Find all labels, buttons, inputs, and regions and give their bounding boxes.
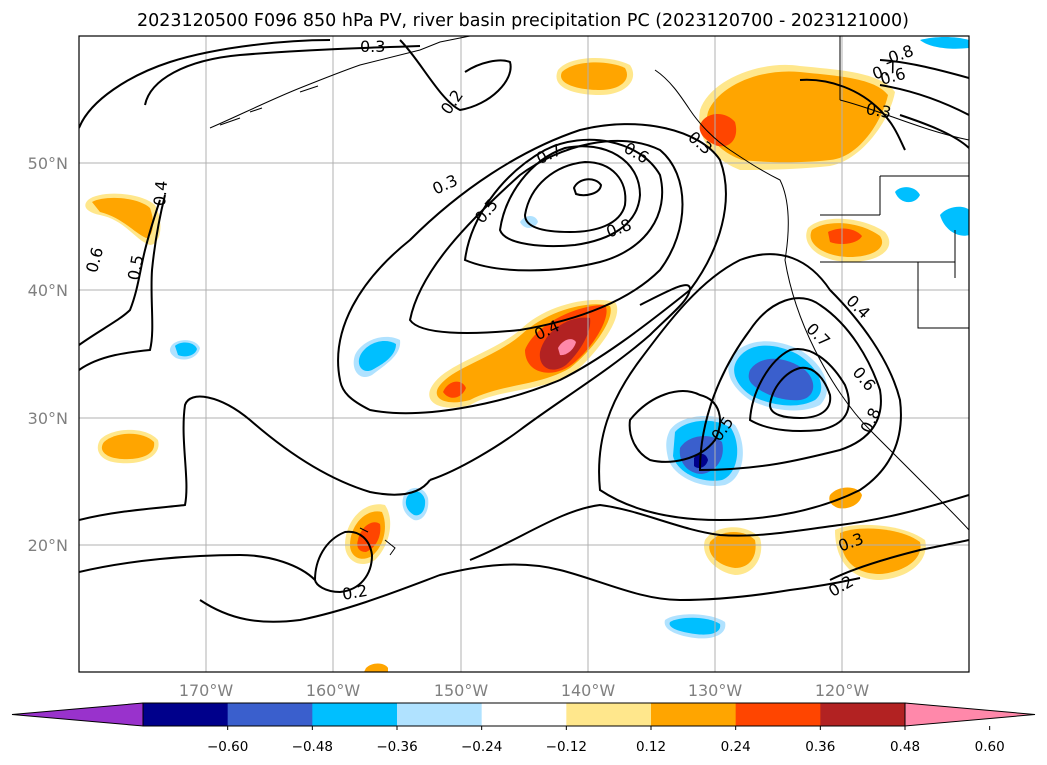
coastlines [209,36,969,556]
lat-tick-label: 20°N [28,536,68,555]
colorbar-tick-label: 0.48 [890,739,920,755]
figure-title: 2023120500 F096 850 hPa PV, river basin … [137,11,909,31]
colorbar: −0.60 −0.48 −0.36 −0.24 −0.12 0.12 0.24 0.36 0.4… [11,702,1036,755]
colorbar-tick-label: 0.24 [721,739,751,755]
colorbar-cell [820,703,906,726]
colorbar-cell [566,703,652,726]
colorbar-cell [735,703,821,726]
colorbar-tick-label: −0.24 [461,739,502,755]
longitude-ticks: 170°W 160°W 150°W 140°W 130°W 120°W [179,681,870,700]
contour-label: 0.5 [124,253,147,281]
contour-label: 0.4 [150,180,171,207]
gridlines [79,36,969,672]
pv-contours [79,39,969,623]
colorbar-cell [143,703,229,726]
lat-tick-label: 50°N [28,154,68,173]
colorbar-tick-label: 0.36 [805,739,835,755]
colorbar-tick-label: 0.12 [636,739,666,755]
contour-label: 0.3 [864,99,892,122]
colorbar-cell [481,703,567,726]
lon-tick-label: 130°W [688,681,743,700]
colorbar-frame-right [904,702,1036,727]
lon-tick-label: 120°W [815,681,870,700]
colorbar-cell [651,703,737,726]
map-border [78,35,970,673]
lon-tick-label: 140°W [561,681,616,700]
lon-tick-label: 170°W [179,681,234,700]
precipitation-shading [85,37,969,672]
colorbar-tick-label: −0.48 [292,739,333,755]
colorbar-cell [227,703,313,726]
colorbar-tick-label: −0.36 [376,739,417,755]
colorbar-cell [397,703,483,726]
colorbar-tick-label: −0.12 [546,739,587,755]
latitude-ticks: 50°N 40°N 30°N 20°N [28,154,68,555]
colorbar-extend-low [12,703,143,726]
lon-tick-label: 160°W [306,681,361,700]
colorbar-tick-label: −0.60 [207,739,248,755]
lon-tick-label: 150°W [434,681,489,700]
lat-tick-label: 30°N [28,409,68,428]
contour-label: 0.3 [360,37,385,56]
colorbar-frame-left [11,702,144,727]
lat-tick-label: 40°N [28,281,68,300]
colorbar-extend-high [905,703,1035,726]
colorbar-cell [312,703,398,726]
contour-label: 0.2 [341,581,369,604]
colorbar-tick-label: 0.60 [975,739,1005,755]
